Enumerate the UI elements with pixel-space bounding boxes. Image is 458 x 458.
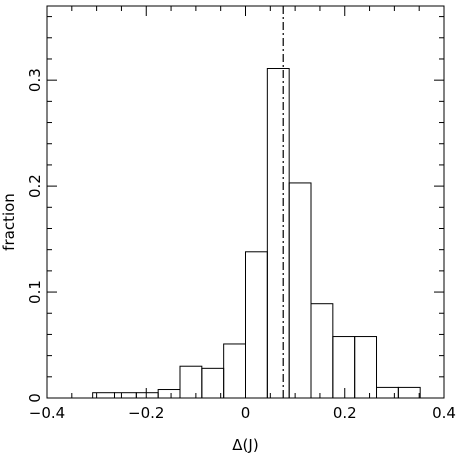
y-tick-label: 0.3 [26, 68, 44, 92]
histogram-bar [157, 389, 181, 399]
x-tick-label: 0.4 [432, 404, 456, 422]
histogram-bar [113, 392, 137, 399]
histogram-bar [223, 343, 246, 399]
y-tick-labels: 0 0.1 0.2 0.3 [26, 68, 44, 403]
x-tick-labels: −0.4 −0.2 0 0.2 0.4 [29, 404, 456, 422]
x-tick-label: −0.2 [128, 404, 164, 422]
histogram-bar [397, 386, 421, 399]
histogram-bar [354, 336, 378, 399]
histogram-bar [266, 68, 290, 399]
histogram-bar [245, 251, 268, 399]
x-axis-label: Δ(J) [232, 436, 258, 454]
y-tick-label: 0.1 [26, 280, 44, 304]
histogram-bar [376, 386, 399, 399]
histogram-bar [179, 365, 203, 399]
histogram-bar [92, 392, 115, 399]
histogram-bar [310, 303, 334, 399]
x-tick-label: −0.4 [29, 404, 65, 422]
histogram-bar [135, 392, 159, 399]
x-tick-label: 0 [241, 404, 251, 422]
y-axis-label: fraction [0, 193, 18, 251]
y-tick-label: 0 [26, 393, 44, 403]
y-tick-label: 0.2 [26, 174, 44, 198]
histogram-bar [332, 336, 356, 399]
histogram-bars [92, 68, 421, 399]
histogram-bar [288, 182, 312, 399]
x-tick-label: 0.2 [333, 404, 357, 422]
axis-ticks [46, 6, 445, 399]
